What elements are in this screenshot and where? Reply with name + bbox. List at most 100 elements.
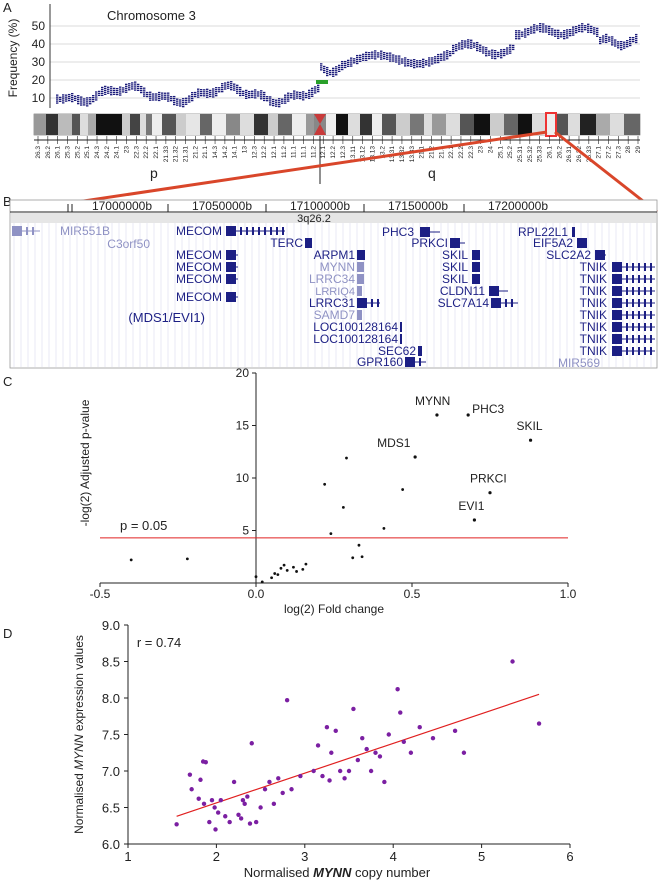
gene-label: (MDS1/EVI1) <box>128 310 205 325</box>
frequency-dash <box>215 89 218 91</box>
correlation-point <box>267 779 272 785</box>
frequency-dash <box>455 44 458 46</box>
band-label: 26.2 <box>45 146 52 159</box>
frequency-dash <box>515 34 518 36</box>
frequency-dash <box>509 46 512 48</box>
frequency-dash <box>125 83 128 85</box>
frequency-dash <box>122 87 125 89</box>
frequency-dash <box>587 31 590 33</box>
frequency-dash <box>251 90 254 92</box>
frequency-dash <box>284 98 287 100</box>
frequency-dash <box>515 38 518 40</box>
frequency-dash <box>236 84 239 86</box>
frequency-dash <box>572 30 575 32</box>
frequency-dash <box>152 97 155 99</box>
frequency-dash <box>623 41 626 43</box>
frequency-dash <box>518 34 521 36</box>
frequency-dash <box>401 62 404 64</box>
frequency-dash <box>233 85 236 87</box>
gene-exon-block <box>282 227 284 235</box>
frequency-dash <box>77 97 80 99</box>
frequency-dash <box>302 93 305 95</box>
frequency-dash <box>191 92 194 94</box>
frequency-dash <box>278 100 281 102</box>
gene-label: TNIK <box>580 344 607 358</box>
gene-exon-block <box>511 299 513 307</box>
frequency-dash <box>221 87 224 89</box>
arm-q-label: q <box>428 165 436 181</box>
correlation-point <box>315 743 321 748</box>
ideogram-band <box>278 114 292 135</box>
ideogram-band <box>546 114 556 135</box>
gene-label: MECOM <box>176 224 222 238</box>
frequency-dash <box>89 103 92 105</box>
frequency-dash <box>392 60 395 62</box>
ideogram-band <box>292 114 306 135</box>
frequency-dash <box>164 92 167 94</box>
frequency-dash <box>314 88 317 90</box>
zoom-line-left <box>9 130 548 214</box>
frequency-dash <box>329 73 332 76</box>
frequency-dash <box>350 65 353 67</box>
volcano-labeled-point <box>472 518 476 522</box>
volcano-y-tick-label: 10 <box>236 471 250 485</box>
frequency-dash <box>176 104 179 106</box>
frequency-dash <box>101 86 104 89</box>
frequency-dash <box>143 93 146 95</box>
frequency-dash <box>635 33 638 36</box>
correlation-point <box>373 750 378 755</box>
panel-b-label: B <box>3 194 12 209</box>
frequency-dash <box>299 93 302 96</box>
frequency-dash <box>482 52 485 54</box>
frequency-dash <box>116 91 119 94</box>
frequency-dash <box>140 91 143 94</box>
correlation-point <box>223 814 228 819</box>
correlation-x-tick-label: 4 <box>390 849 397 864</box>
frequency-dash <box>131 84 134 86</box>
frequency-dash <box>290 93 293 95</box>
gene-exon-block <box>472 250 480 260</box>
band-label: 26.1 <box>546 146 553 159</box>
frequency-dash <box>179 103 182 105</box>
frequency-dash <box>440 53 443 55</box>
frequency-dash <box>599 36 602 39</box>
frequency-dash <box>137 89 140 92</box>
frequency-dash <box>320 69 323 71</box>
frequency-dash <box>293 96 296 98</box>
correlation-point <box>276 776 281 781</box>
frequency-dash <box>284 96 287 98</box>
frequency-dash <box>92 94 95 97</box>
frequency-dash <box>155 95 158 97</box>
frequency-dash <box>584 27 587 29</box>
frequency-dash <box>254 93 257 95</box>
frequency-dash <box>563 30 566 32</box>
frequency-dash <box>227 83 230 85</box>
frequency-dash <box>116 87 119 90</box>
gene-label: TNIK <box>580 296 607 310</box>
frequency-dash <box>296 93 299 95</box>
frequency-dash <box>353 58 356 60</box>
gene-label: TNIK <box>580 284 607 298</box>
frequency-dash <box>572 26 575 28</box>
ideogram-band <box>556 114 568 135</box>
frequency-dash <box>95 97 98 99</box>
ideogram-band <box>212 114 226 135</box>
frequency-dash <box>545 29 548 31</box>
band-label: 14.3 <box>212 146 219 159</box>
frequency-dash <box>509 48 512 50</box>
frequency-dash <box>98 90 101 93</box>
gene-exon-block <box>644 275 646 283</box>
frequency-dash <box>254 89 257 91</box>
correlation-point <box>401 739 407 744</box>
frequency-dash <box>383 57 386 60</box>
frequency-dash <box>404 65 407 67</box>
frequency-dash <box>473 42 476 44</box>
volcano-labeled-point <box>488 491 492 495</box>
frequency-dash <box>599 38 602 41</box>
frequency-dash <box>539 30 542 33</box>
frequency-dash <box>167 100 170 102</box>
frequency-dash <box>71 94 74 97</box>
frequency-dash <box>614 41 617 43</box>
frequency-dash <box>278 104 281 106</box>
frequency-dash <box>623 43 626 45</box>
